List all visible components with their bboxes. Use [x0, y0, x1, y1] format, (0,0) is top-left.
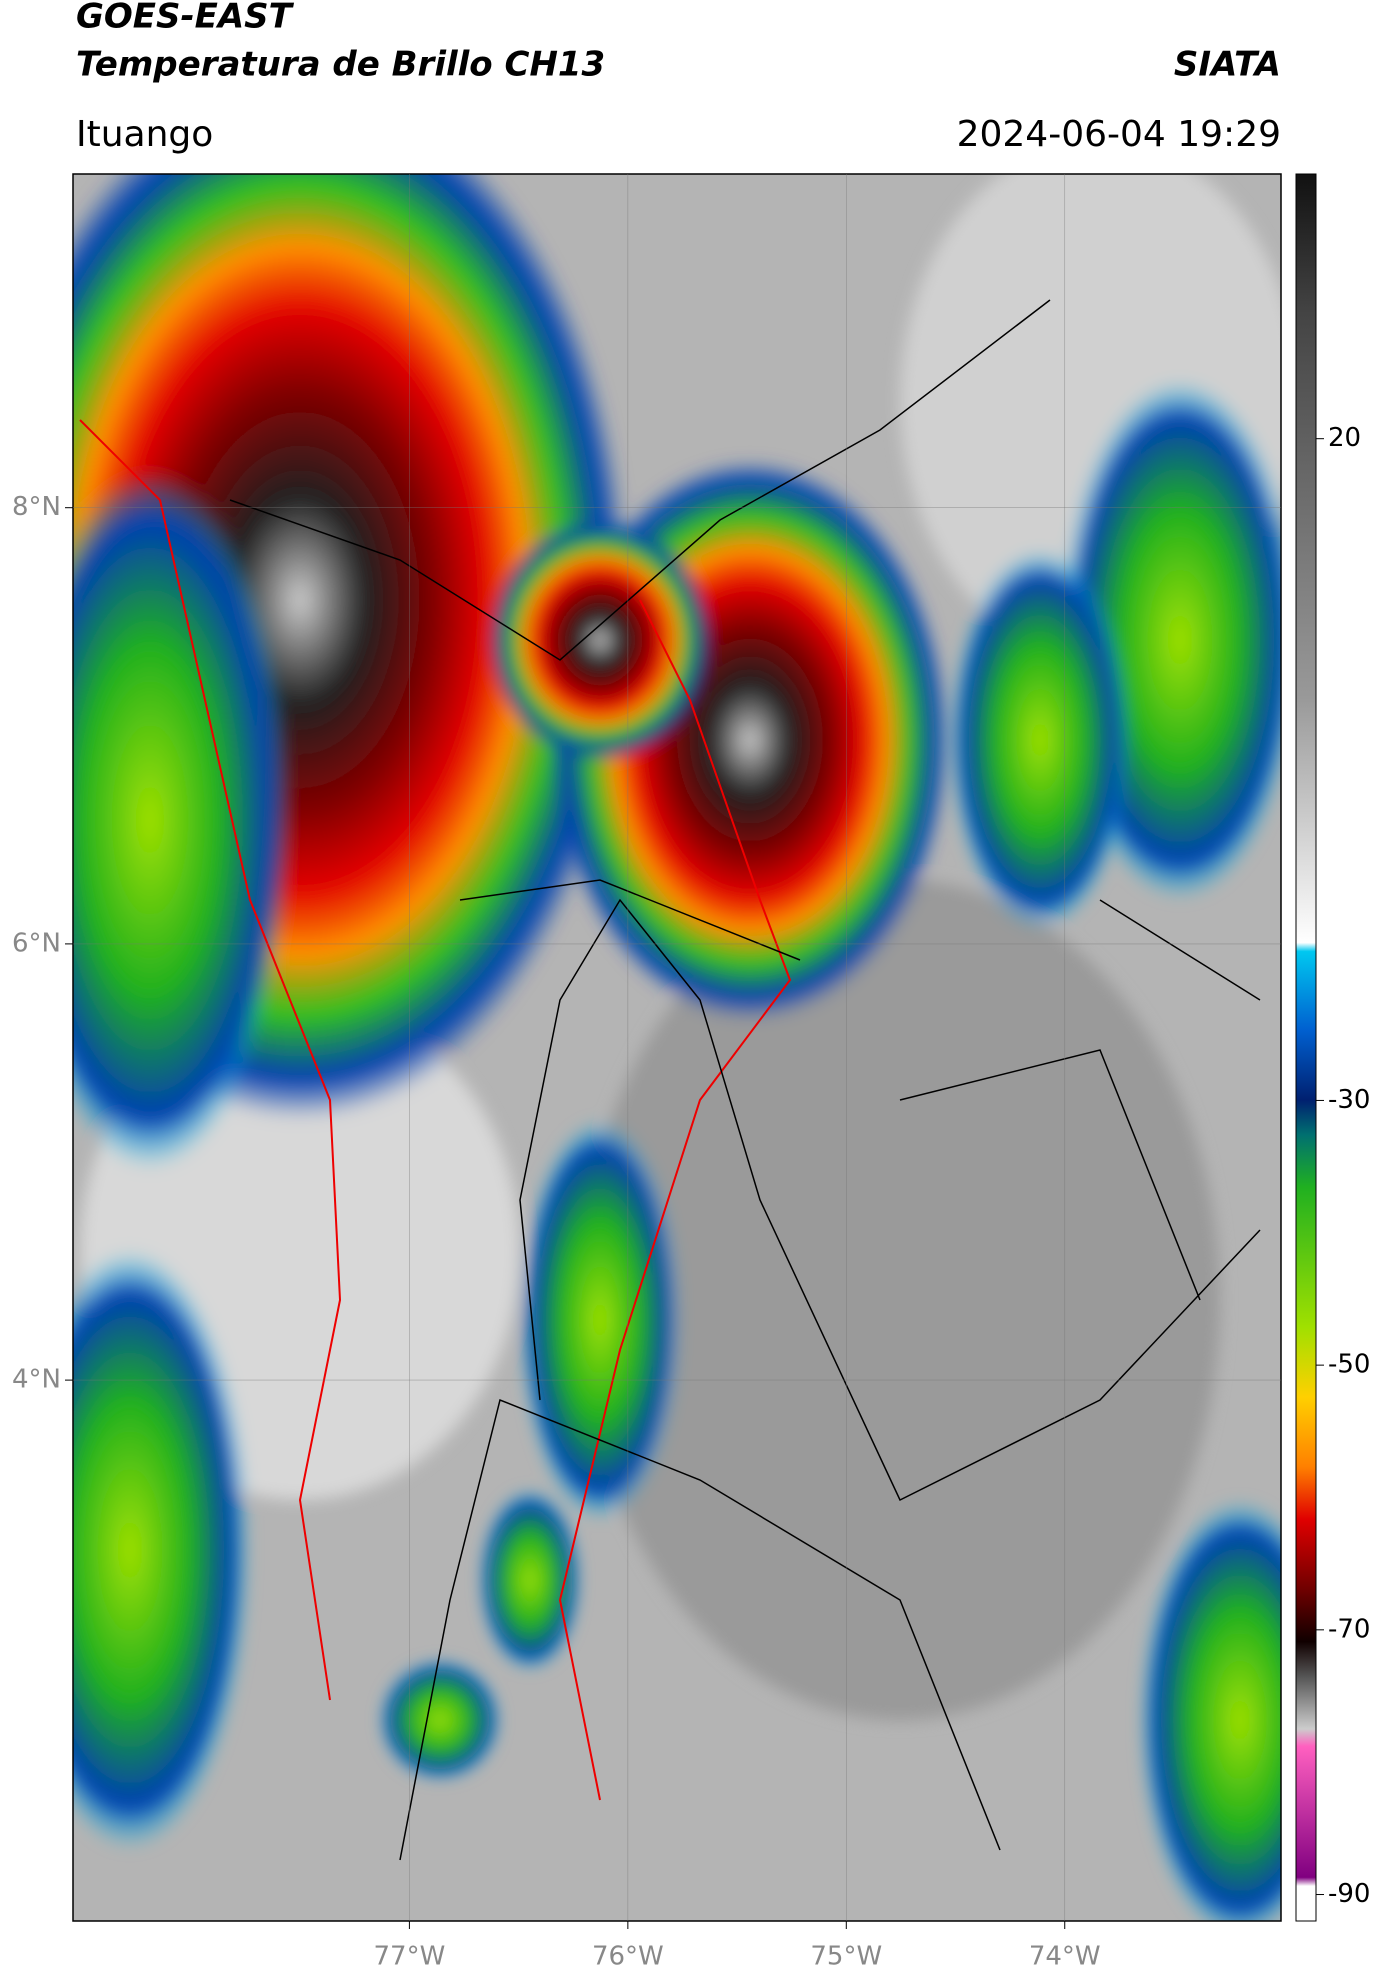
y-tick-label: 6°N	[12, 928, 61, 958]
colorbar	[1295, 173, 1317, 1922]
colorbar-ticks: 20 -30 -50 -70 -90	[1316, 423, 1370, 1909]
x-tick-label: 77°W	[374, 1942, 446, 1972]
subtitle: Temperatura de Brillo CH13	[76, 45, 605, 85]
y-tick-label: 8°N	[12, 492, 61, 522]
source: SIATA	[1174, 45, 1281, 85]
y-tick-label: 4°N	[12, 1365, 61, 1395]
map-frame	[72, 173, 1282, 1922]
colorbar-tick-label: -50	[1328, 1350, 1370, 1380]
colorbar-tick-label: -90	[1328, 1879, 1370, 1909]
x-tick-label: 76°W	[592, 1942, 664, 1972]
colorbar-tick-label: -70	[1328, 1614, 1370, 1644]
location: Ituango	[76, 114, 213, 155]
satellite-image	[73, 174, 1281, 1921]
x-tick-label: 75°W	[810, 1942, 882, 1972]
colorbar-tick-label: 20	[1328, 423, 1361, 453]
graticule: 77°W 76°W 75°W 74°W 8°N 6°N 4°N	[12, 174, 1281, 1972]
title: GOES-EAST	[76, 0, 295, 37]
x-tick-label: 74°W	[1029, 1942, 1101, 1972]
datetime: 2024-06-04 19:29	[957, 114, 1281, 155]
colorbar-tick-label: -30	[1328, 1085, 1370, 1115]
